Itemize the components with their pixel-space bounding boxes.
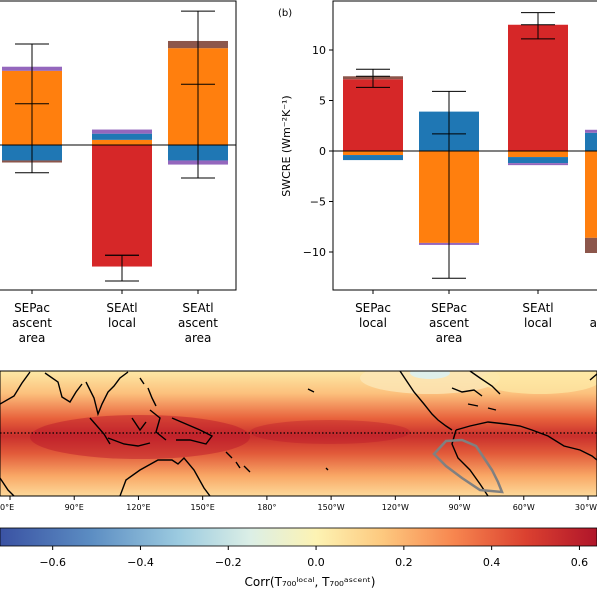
map-xtick-label-4: 180° bbox=[257, 503, 276, 512]
colorbar: −0.6 −0.4 −0.2 0.0 0.2 0.4 0.6 Corr(T₇₀₀ˡᵒᶜᵃˡ,… bbox=[0, 527, 597, 589]
panel-b-bar-3-segment-0 bbox=[585, 132, 597, 151]
colorbar-tick-label-5: 0.4 bbox=[483, 556, 501, 569]
map-frame bbox=[0, 370, 597, 497]
colorbar-tick-label-3: 0.0 bbox=[307, 556, 325, 569]
map-xtick-label-1: 90°E bbox=[65, 503, 84, 512]
colorbar-tick-label-1: −0.4 bbox=[127, 556, 154, 569]
map-xtick-label-3: 150°E bbox=[191, 503, 215, 512]
colorbar-tick-label-6: 0.6 bbox=[571, 556, 589, 569]
colorbar-ticks: −0.6 −0.4 −0.2 0.0 0.2 0.4 0.6 bbox=[39, 546, 588, 569]
coast-mexico-central-america bbox=[399, 371, 453, 431]
panel-b-xtick-label-0-line-0: SEPac bbox=[355, 301, 391, 315]
map-xtick-label-2: 120°E bbox=[126, 503, 150, 512]
coast-philippines bbox=[139, 377, 157, 407]
panel-b-bar-2-segment-1 bbox=[508, 151, 568, 158]
panel-b-y-ticks: −10 −5 0 5 10 bbox=[303, 44, 333, 259]
panel-b-error-bars bbox=[356, 12, 555, 279]
colorbar-tick-label-0: −0.6 bbox=[39, 556, 66, 569]
map-hot-patch-pacific bbox=[250, 420, 410, 444]
southeast-pacific-region-outline bbox=[432, 438, 504, 494]
panel-a-bar-1-segment-3 bbox=[92, 129, 152, 134]
coast-caribbean bbox=[451, 387, 497, 411]
map-cool-patch bbox=[410, 371, 450, 379]
coast-australia bbox=[119, 456, 211, 496]
panel-a-bars bbox=[2, 40, 228, 267]
panel-b-bar-3-segment-1 bbox=[585, 129, 597, 133]
coast-india bbox=[44, 372, 83, 403]
coast-pacific-islands bbox=[225, 388, 329, 473]
panel-a-xtick-label-2-line-1: ascent bbox=[178, 316, 218, 330]
panel-b-bar-2-segment-0 bbox=[508, 24, 568, 151]
panel-b-ylabel: SWCRE (Wm⁻²K⁻¹) bbox=[280, 95, 293, 196]
panel-b-bar-0-segment-3 bbox=[343, 155, 403, 161]
map-x-ticks: 0°E 90°E 120°E 150°E 180° 150°W 120°W 90°W 60°W 3… bbox=[0, 496, 597, 512]
map-panel: 0°E 90°E 120°E 150°E 180° 150°W 120°W 90°W 60°W 3… bbox=[0, 370, 597, 512]
colorbar-fill bbox=[0, 528, 597, 546]
coast-africa bbox=[0, 371, 31, 496]
colorbar-tick-label-2: −0.2 bbox=[215, 556, 242, 569]
panel-a-bar-1-segment-0 bbox=[92, 145, 152, 267]
panel-b-xtick-label-1-line-1: ascent bbox=[429, 316, 469, 330]
map-xtick-label-8: 60°W bbox=[513, 503, 535, 512]
map-xtick-label-0: 0°E bbox=[0, 503, 14, 512]
coast-north-america-east bbox=[469, 371, 501, 395]
panel-b-xtick-label-0-line-1: local bbox=[359, 316, 387, 330]
colorbar-label: Corr(T₇₀₀ˡᵒᶜᵃˡ, T₇₀₀ᵃˢᶜᵉⁿᵗ) bbox=[245, 575, 376, 589]
panel-a-xtick-label-0-line-1: ascent bbox=[12, 316, 52, 330]
map-hot-patch-indopacific bbox=[30, 415, 250, 459]
panel-b-bar-0-segment-2 bbox=[343, 151, 403, 156]
panel-b-ytick-label-3: 5 bbox=[319, 95, 326, 108]
panel-a-xtick-label-1-line-0: SEAtl bbox=[106, 301, 137, 315]
colorbar-tick-label-4: 0.2 bbox=[395, 556, 413, 569]
panel-b-label: (b) bbox=[278, 8, 292, 19]
panel-b-bar-3-segment-3 bbox=[585, 237, 597, 254]
map-xtick-label-6: 120°W bbox=[382, 503, 409, 512]
panel-b-bars bbox=[343, 24, 597, 254]
panel-b-bar-0-segment-0 bbox=[343, 79, 403, 151]
panel-b-ytick-label-1: −5 bbox=[310, 196, 326, 209]
panel-b-xtick-label-1-line-2: area bbox=[436, 331, 463, 345]
map-xtick-label-9: 30°W bbox=[575, 503, 597, 512]
panel-a-bar-1-segment-2 bbox=[92, 133, 152, 140]
panel-b-xtick-label-3: a bbox=[590, 316, 597, 330]
coast-west-africa bbox=[589, 373, 597, 381]
map-pale-patch-nw bbox=[360, 371, 500, 394]
panel-b-xtick-label-1-line-0: SEPac bbox=[431, 301, 467, 315]
panel-b-ytick-label-2: 0 bbox=[319, 145, 326, 158]
panel-a-xtick-label-0-line-2: area bbox=[19, 331, 46, 345]
panel-a-error-bars bbox=[15, 10, 215, 282]
panel-a-bar-1-segment-1 bbox=[92, 139, 152, 145]
panel-b-xtick-label-2-line-0: SEAtl bbox=[522, 301, 553, 315]
map-xtick-label-7: 90°W bbox=[449, 503, 471, 512]
panel-b-bar-3-segment-2 bbox=[585, 151, 597, 238]
map-xtick-label-5: 150°W bbox=[318, 503, 345, 512]
panel-b-bar-2-segment-2 bbox=[508, 157, 568, 164]
panel-a-xtick-label-1-line-1: local bbox=[108, 316, 136, 330]
panel-a-xtick-label-0-line-0: SEPac bbox=[14, 301, 50, 315]
coast-maritime-continent bbox=[89, 409, 214, 447]
panel-a-frame bbox=[0, 0, 237, 291]
panel-b-frame bbox=[332, 0, 597, 291]
panel-b-ytick-label-4: 10 bbox=[312, 44, 326, 57]
colorbar-frame bbox=[0, 527, 597, 547]
coastlines bbox=[0, 371, 597, 496]
panel-a-xtick-label-2-line-2: area bbox=[185, 331, 212, 345]
panel-b-bar-2-segment-3 bbox=[508, 163, 568, 166]
panel-a-xtick-label-2-line-0: SEAtl bbox=[182, 301, 213, 315]
panel-b-xtick-label-2-line-1: local bbox=[524, 316, 552, 330]
panel-b-ytick-label-0: −10 bbox=[303, 246, 326, 259]
map-pale-patch-ne bbox=[480, 371, 597, 394]
coast-southeast-asia bbox=[85, 371, 129, 417]
